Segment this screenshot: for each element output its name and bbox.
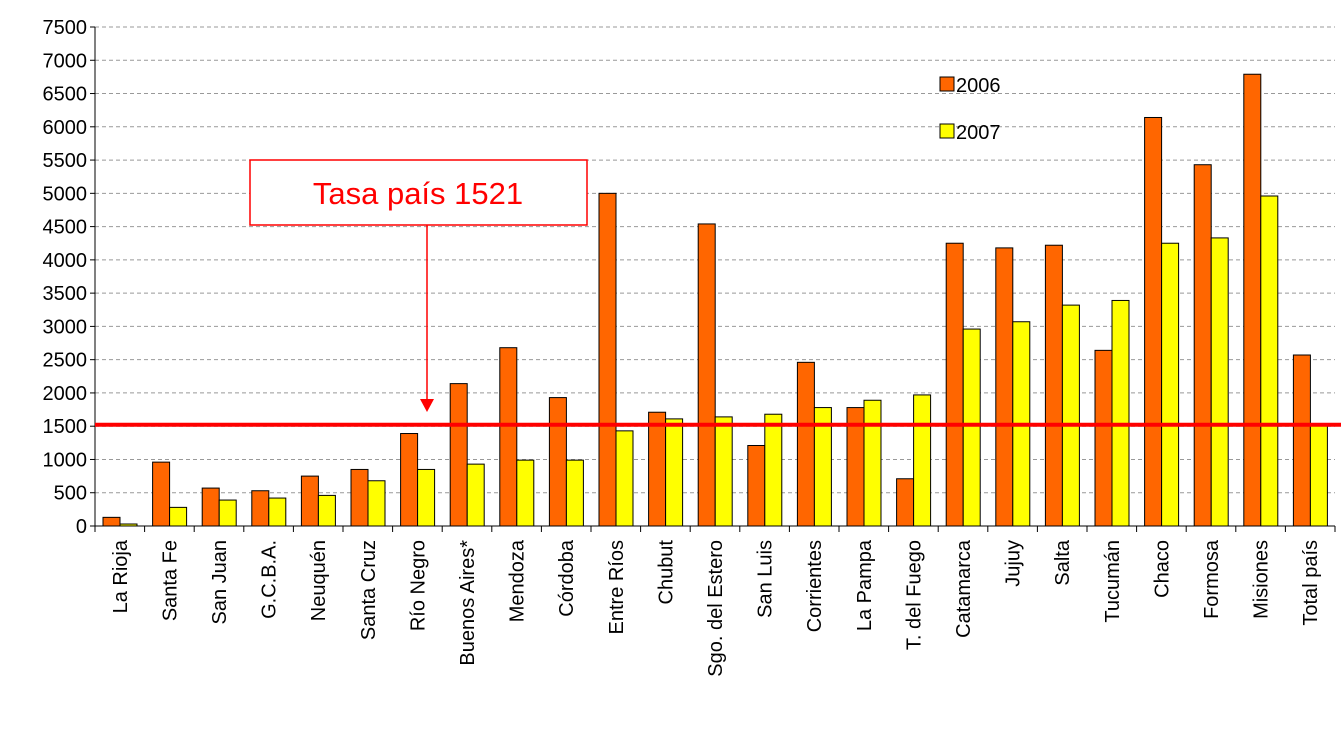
bar: [548, 397, 567, 527]
bar: [1161, 242, 1180, 527]
bar: [1111, 299, 1130, 527]
x-tick-label: Río Negro: [407, 540, 429, 631]
y-tick-label: 3000: [43, 316, 88, 338]
x-tick-label: Formosa: [1201, 539, 1223, 619]
bar: [598, 192, 617, 527]
x-tick-label: Salta: [1052, 539, 1074, 585]
x-tick-label: Santa Cruz: [358, 540, 380, 640]
y-tick-label: 1500: [43, 416, 88, 438]
x-tick-label: Santa Fe: [159, 540, 181, 621]
bar: [317, 494, 336, 527]
bar: [300, 475, 319, 527]
x-tick-label: Corrientes: [804, 540, 826, 632]
x-tick-label: Chaco: [1151, 540, 1173, 598]
x-tick-label: San Juan: [209, 540, 231, 625]
bar: [896, 478, 915, 527]
y-tick-label: 6000: [43, 117, 88, 139]
bar: [466, 463, 485, 527]
bar: [1144, 116, 1163, 527]
y-tick-label: 4500: [43, 217, 88, 239]
y-tick-label: 6500: [43, 84, 88, 106]
y-tick-label: 5000: [43, 183, 88, 205]
bar: [350, 468, 369, 527]
bar: [714, 416, 733, 527]
x-tick-label: Catamarca: [953, 539, 975, 638]
annotation-box: [249, 159, 588, 226]
bar: [102, 516, 121, 527]
y-tick-label: 4000: [43, 250, 88, 272]
bar: [1061, 304, 1080, 527]
x-tick-label: G.C.B.A.: [259, 540, 281, 619]
bar: [499, 347, 518, 527]
bar: [417, 468, 436, 527]
bar: [764, 413, 783, 527]
bar: [913, 394, 932, 527]
x-tick-label: Córdoba: [556, 539, 578, 617]
x-tick-label: Misiones: [1251, 540, 1273, 619]
bar: [747, 444, 766, 527]
bar: [565, 459, 584, 527]
bar: [796, 361, 815, 527]
annotation-arrowhead: [420, 399, 434, 412]
bar: [169, 506, 188, 527]
bar: [1292, 354, 1311, 527]
legend-label: 2007: [956, 122, 1001, 144]
bar: [1210, 237, 1229, 527]
x-tick-label: Buenos Aires*: [457, 540, 479, 666]
x-tick-label: Sgo. del Estero: [705, 540, 727, 677]
bar: [268, 497, 287, 527]
bar: [995, 247, 1014, 527]
bar: [1193, 164, 1212, 527]
x-tick-label: Jujuy: [1003, 540, 1025, 587]
x-tick-label: T. del Fuego: [903, 540, 925, 650]
bar: [449, 383, 468, 527]
x-tick-label: La Rioja: [110, 539, 132, 613]
y-tick-label: 0: [76, 516, 87, 538]
bar: [152, 461, 171, 527]
bar: [516, 459, 535, 527]
bar: [251, 490, 270, 527]
x-tick-label: Mendoza: [507, 539, 529, 622]
legend-swatch: [939, 76, 955, 92]
bar: [1094, 349, 1113, 527]
y-tick-label: 1000: [43, 449, 88, 471]
bar: [665, 418, 684, 527]
x-tick-label: Chubut: [655, 540, 677, 605]
x-tick-label: La Pampa: [854, 539, 876, 631]
bar: [962, 328, 981, 527]
bar: [945, 242, 964, 527]
x-tick-label: Tucumán: [1102, 540, 1124, 623]
bar: [648, 411, 667, 527]
legend-label: 2006: [956, 75, 1001, 97]
bar: [201, 487, 220, 527]
y-tick-label: 2000: [43, 383, 88, 405]
bar: [1044, 244, 1063, 527]
x-tick-label: Entre Ríos: [606, 540, 628, 634]
x-tick-label: Neuquén: [308, 540, 330, 621]
bar: [697, 223, 716, 527]
y-tick-label: 2500: [43, 350, 88, 372]
annotation: Tasa país 1521: [313, 176, 523, 211]
bar: [367, 480, 386, 527]
bar: [1243, 73, 1262, 527]
y-tick-label: 500: [54, 483, 87, 505]
bar: [1260, 195, 1279, 527]
y-tick-label: 3500: [43, 283, 88, 305]
y-tick-label: 7000: [43, 50, 88, 72]
legend-swatch: [939, 123, 955, 139]
bar: [863, 399, 882, 527]
bar: [218, 499, 237, 527]
x-tick-label: San Luis: [755, 540, 777, 618]
bar: [400, 433, 419, 527]
bar: [615, 430, 634, 527]
bar: [1309, 424, 1328, 527]
y-tick-label: 7500: [43, 17, 88, 39]
x-tick-label: Total país: [1300, 540, 1322, 626]
y-tick-label: 5500: [43, 150, 88, 172]
